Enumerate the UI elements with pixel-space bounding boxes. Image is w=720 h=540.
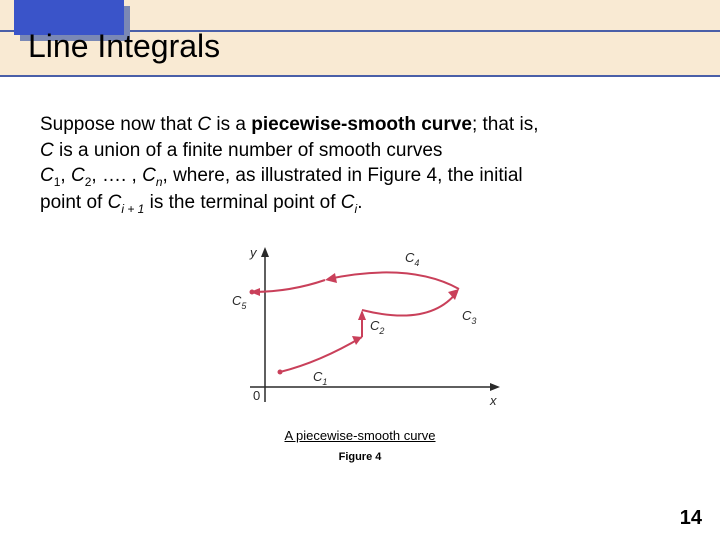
c2-sub: 2 [378,326,384,336]
svg-text:C1: C1 [313,369,327,387]
svg-text:C4: C4 [405,250,419,268]
axis-origin: 0 [253,388,260,403]
figure-label: Figure 4 [0,451,720,463]
sub: i + 1 [121,202,144,216]
text: ; that is, [472,114,539,135]
c5-sub: 5 [241,301,247,311]
piecewise-curve-figure: 0 x y C1 C2 C3 C4 C5 [210,237,510,417]
text: , [60,165,71,186]
page-number: 14 [680,507,702,530]
figure-caption: A piecewise-smooth curve [0,428,720,443]
text: , where, as illustrated in Figure 4, the… [163,165,523,186]
body-paragraph: Suppose now that C is a piecewise-smooth… [0,90,720,217]
text: is a union of a finite number of smooth … [54,140,443,161]
figure-container: 0 x y C1 C2 C3 C4 C5 A piecewise-smooth … [0,237,720,463]
page-title: Line Integrals [28,28,220,65]
svg-text:C3: C3 [462,308,476,326]
var-C: C [40,165,54,186]
var-C: C [40,140,54,161]
text: Suppose now that [40,114,197,135]
term: piecewise-smooth curve [251,114,472,135]
band-line-bottom [0,75,720,77]
var-C: C [197,114,211,135]
svg-text:C5: C5 [232,293,247,311]
var-C: C [71,165,85,186]
text: point of [40,192,108,213]
c3-sub: 3 [471,316,476,326]
c4-sub: 4 [414,258,419,268]
var-C: C [341,192,355,213]
c1-sub: 1 [322,377,327,387]
var-C: C [142,165,156,186]
axis-y-label: y [249,245,258,260]
var-C: C [108,192,122,213]
slide-header: Line Integrals [0,0,720,90]
text: . [357,192,362,213]
svg-text:C2: C2 [370,318,384,336]
sub: n [156,175,163,189]
text: is the terminal point of [144,192,340,213]
axis-x-label: x [489,393,497,408]
text: , …. , [91,165,142,186]
text: is a [211,114,251,135]
